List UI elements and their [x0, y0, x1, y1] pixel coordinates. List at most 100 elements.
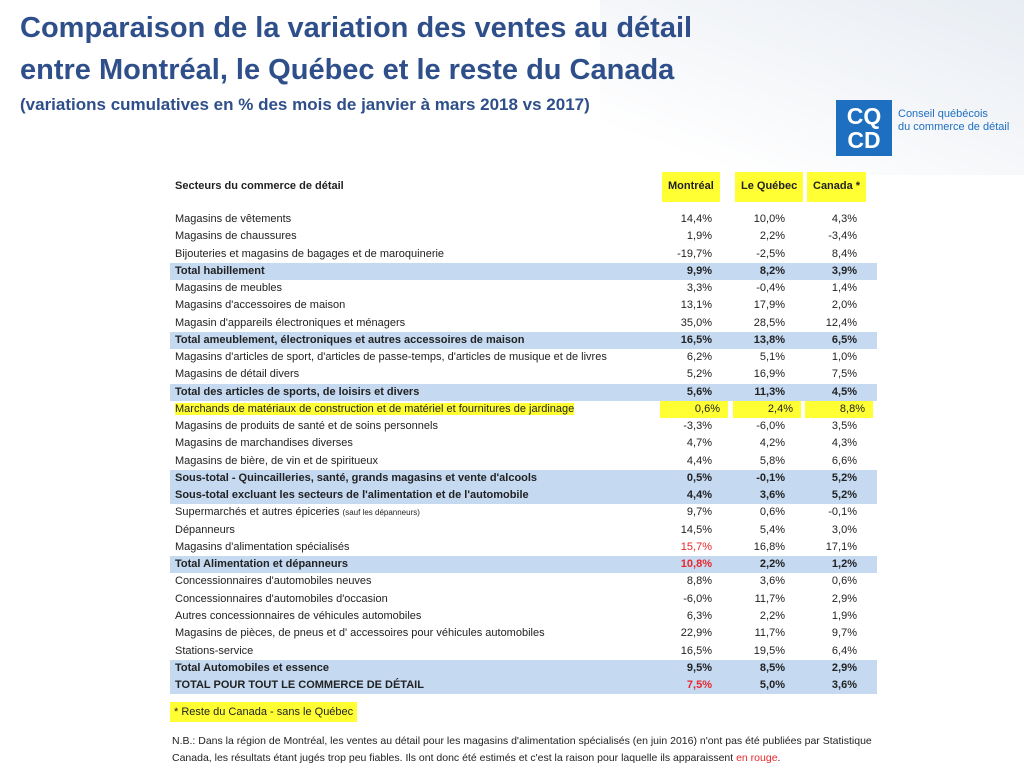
- row-label-text: Total Alimentation et dépanneurs: [175, 558, 348, 571]
- value-cell: 2,9%: [831, 661, 857, 674]
- row-label: Magasins de marchandises diverses: [175, 435, 353, 452]
- row-label: Magasins de détail divers: [175, 366, 299, 383]
- nb-text: N.B.: Dans la région de Montréal, les ve…: [172, 735, 872, 764]
- value-cell: 4,3%: [831, 437, 857, 450]
- table-row: Magasins de vêtements 14,4% 10,0% 4,3%: [170, 211, 877, 228]
- row-label: Magasins d'accessoires de maison: [175, 297, 345, 314]
- row-label: Magasins de produits de santé et de soin…: [175, 418, 438, 435]
- row-label-text: Magasins de produits de santé et de soin…: [175, 420, 438, 433]
- nb-red-text: en rouge: [736, 752, 778, 764]
- value-cell: 8,8%: [805, 400, 873, 418]
- value-cell: 16,8%: [753, 540, 785, 553]
- value-cell: 9,7%: [686, 506, 712, 519]
- table-row: Magasins de pièces, de pneus et d' acces…: [170, 625, 877, 642]
- value-cell: 8,2%: [759, 264, 785, 277]
- table-row: Magasins de détail divers 5,2% 16,9% 7,5%: [170, 366, 877, 383]
- value-cell: 11,3%: [754, 385, 785, 398]
- value-cell: 5,2%: [831, 471, 857, 484]
- row-label: Total habillement: [175, 263, 265, 280]
- title-line: entre Montréal, le Québec et le reste du…: [20, 54, 675, 86]
- row-label-text: Magasins de marchandises diverses: [175, 437, 353, 450]
- value-cell: 3,6%: [831, 679, 857, 692]
- logo-text: du commerce de détail: [898, 121, 1010, 133]
- value-cell: -0,1%: [756, 471, 785, 484]
- row-note: (sauf les dépanneurs): [342, 508, 420, 518]
- row-label: Marchands de matériaux de construction e…: [175, 401, 575, 418]
- row-label: Total Automobiles et essence: [175, 660, 329, 677]
- column-header: Canada *: [807, 172, 867, 202]
- value-cell: 3,6%: [759, 489, 785, 502]
- value-cell: 4,7%: [686, 437, 712, 450]
- value-cell: -3,3%: [683, 420, 712, 433]
- total-row: Total Alimentation et dépanneurs 10,8% 2,2…: [170, 556, 877, 574]
- row-label: Sous-total excluant les secteurs de l'al…: [175, 487, 529, 504]
- row-label-text: Magasins d'articles de sport, d'articles…: [175, 351, 607, 364]
- nb-note: N.B.: Dans la région de Montréal, les ve…: [172, 733, 872, 767]
- value-cell: 1,0%: [831, 351, 857, 364]
- row-label-text: Magasins de meubles: [175, 282, 283, 295]
- value-cell: 4,5%: [831, 385, 857, 398]
- value-cell: 14,5%: [680, 523, 712, 536]
- row-label-text: Total des articles de sports, de loisirs…: [175, 385, 420, 398]
- value-cell: 5,4%: [759, 523, 785, 536]
- value-cell: 5,2%: [831, 489, 857, 502]
- value-cell: 35,0%: [680, 316, 712, 329]
- total-row: Total habillement 9,9% 8,2% 3,9%: [170, 262, 877, 280]
- value-cell: 13,1%: [680, 299, 712, 312]
- column-header: Secteurs du commerce de détail: [175, 180, 344, 192]
- row-label: Magasin d'appareils électroniques et mén…: [175, 315, 405, 332]
- row-label: Magasins de pièces, de pneus et d' acces…: [175, 625, 545, 642]
- value-cell: 2,4%: [733, 400, 801, 418]
- value-cell: 2,2%: [759, 230, 785, 243]
- row-label-text: Stations-service: [175, 644, 254, 657]
- table-row: Bijouteries et magasins de bagages et de…: [170, 246, 877, 263]
- total-row: Total ameublement, électroniques et autr…: [170, 331, 877, 349]
- value-cell: 1,9%: [686, 230, 712, 243]
- row-label-text: Concessionnaires d'automobiles neuves: [175, 575, 372, 588]
- value-cell: -6,0%: [756, 420, 785, 433]
- row-label: Magasins de chaussures: [175, 228, 297, 245]
- logo-text: Conseil québécois: [898, 108, 988, 120]
- value-cell: 5,6%: [686, 385, 712, 398]
- row-label: Magasins de vêtements: [175, 211, 291, 228]
- table-row: Magasins de meubles 3,3% -0,4% 1,4%: [170, 280, 877, 297]
- value-cell: 0,6%: [660, 400, 728, 418]
- row-label-text: Autres concessionnaires de véhicules aut…: [175, 609, 422, 622]
- value-cell: 10,0%: [753, 213, 785, 225]
- value-cell: 4,4%: [686, 454, 712, 467]
- value-cell: 4,3%: [831, 213, 857, 225]
- row-label-text: Magasins de chaussures: [175, 230, 297, 243]
- logo: CQ CD: [836, 100, 892, 156]
- value-cell: 16,9%: [753, 368, 785, 381]
- value-cell: -0,1%: [828, 506, 857, 519]
- value-cell: 12,4%: [825, 316, 857, 329]
- value-cell: -3,4%: [828, 230, 857, 243]
- table-row: Magasins d'alimentation spécialisés 15,7%…: [170, 539, 877, 556]
- row-label-text: Supermarchés et autres épiceries: [175, 506, 340, 519]
- value-cell: 13,8%: [753, 333, 785, 346]
- row-label-text: Magasins de bière, de vin et de spiritue…: [175, 454, 379, 467]
- row-label-text: Magasins de détail divers: [175, 368, 300, 381]
- table-row: Magasin d'appareils électroniques et mén…: [170, 315, 877, 332]
- table-row: Magasins de chaussures 1,9% 2,2% -3,4%: [170, 228, 877, 245]
- row-label-text: Sous-total excluant les secteurs de l'al…: [175, 489, 529, 502]
- row-label: Bijouteries et magasins de bagages et de…: [175, 246, 444, 263]
- table-row: Concessionnaires d'automobiles d'occasio…: [170, 591, 877, 608]
- background-photo: [600, 0, 1024, 175]
- total-row: Total des articles de sports, de loisirs…: [170, 383, 877, 401]
- table-row: Supermarchés et autres épiceries (sauf l…: [170, 504, 877, 521]
- value-cell: 5,0%: [759, 679, 785, 692]
- row-label: Magasins d'alimentation spécialisés: [175, 539, 350, 556]
- row-label-text: Magasins d'accessoires de maison: [175, 299, 346, 312]
- value-cell: 28,5%: [753, 316, 785, 329]
- value-cell: 3,3%: [686, 282, 712, 295]
- value-cell: 6,5%: [831, 333, 857, 346]
- row-label-text: Marchands de matériaux de construction e…: [175, 402, 575, 415]
- row-label: Sous-total - Quincailleries, santé, gran…: [175, 470, 537, 487]
- row-label: Autres concessionnaires de véhicules aut…: [175, 608, 421, 625]
- row-label: TOTAL POUR TOUT LE COMMERCE DE DÉTAIL: [175, 677, 424, 694]
- value-cell: 6,2%: [686, 351, 712, 364]
- row-label-text: Bijouteries et magasins de bagages et de…: [175, 247, 445, 260]
- value-cell: 0,6%: [759, 506, 785, 519]
- value-cell: 6,3%: [686, 609, 712, 622]
